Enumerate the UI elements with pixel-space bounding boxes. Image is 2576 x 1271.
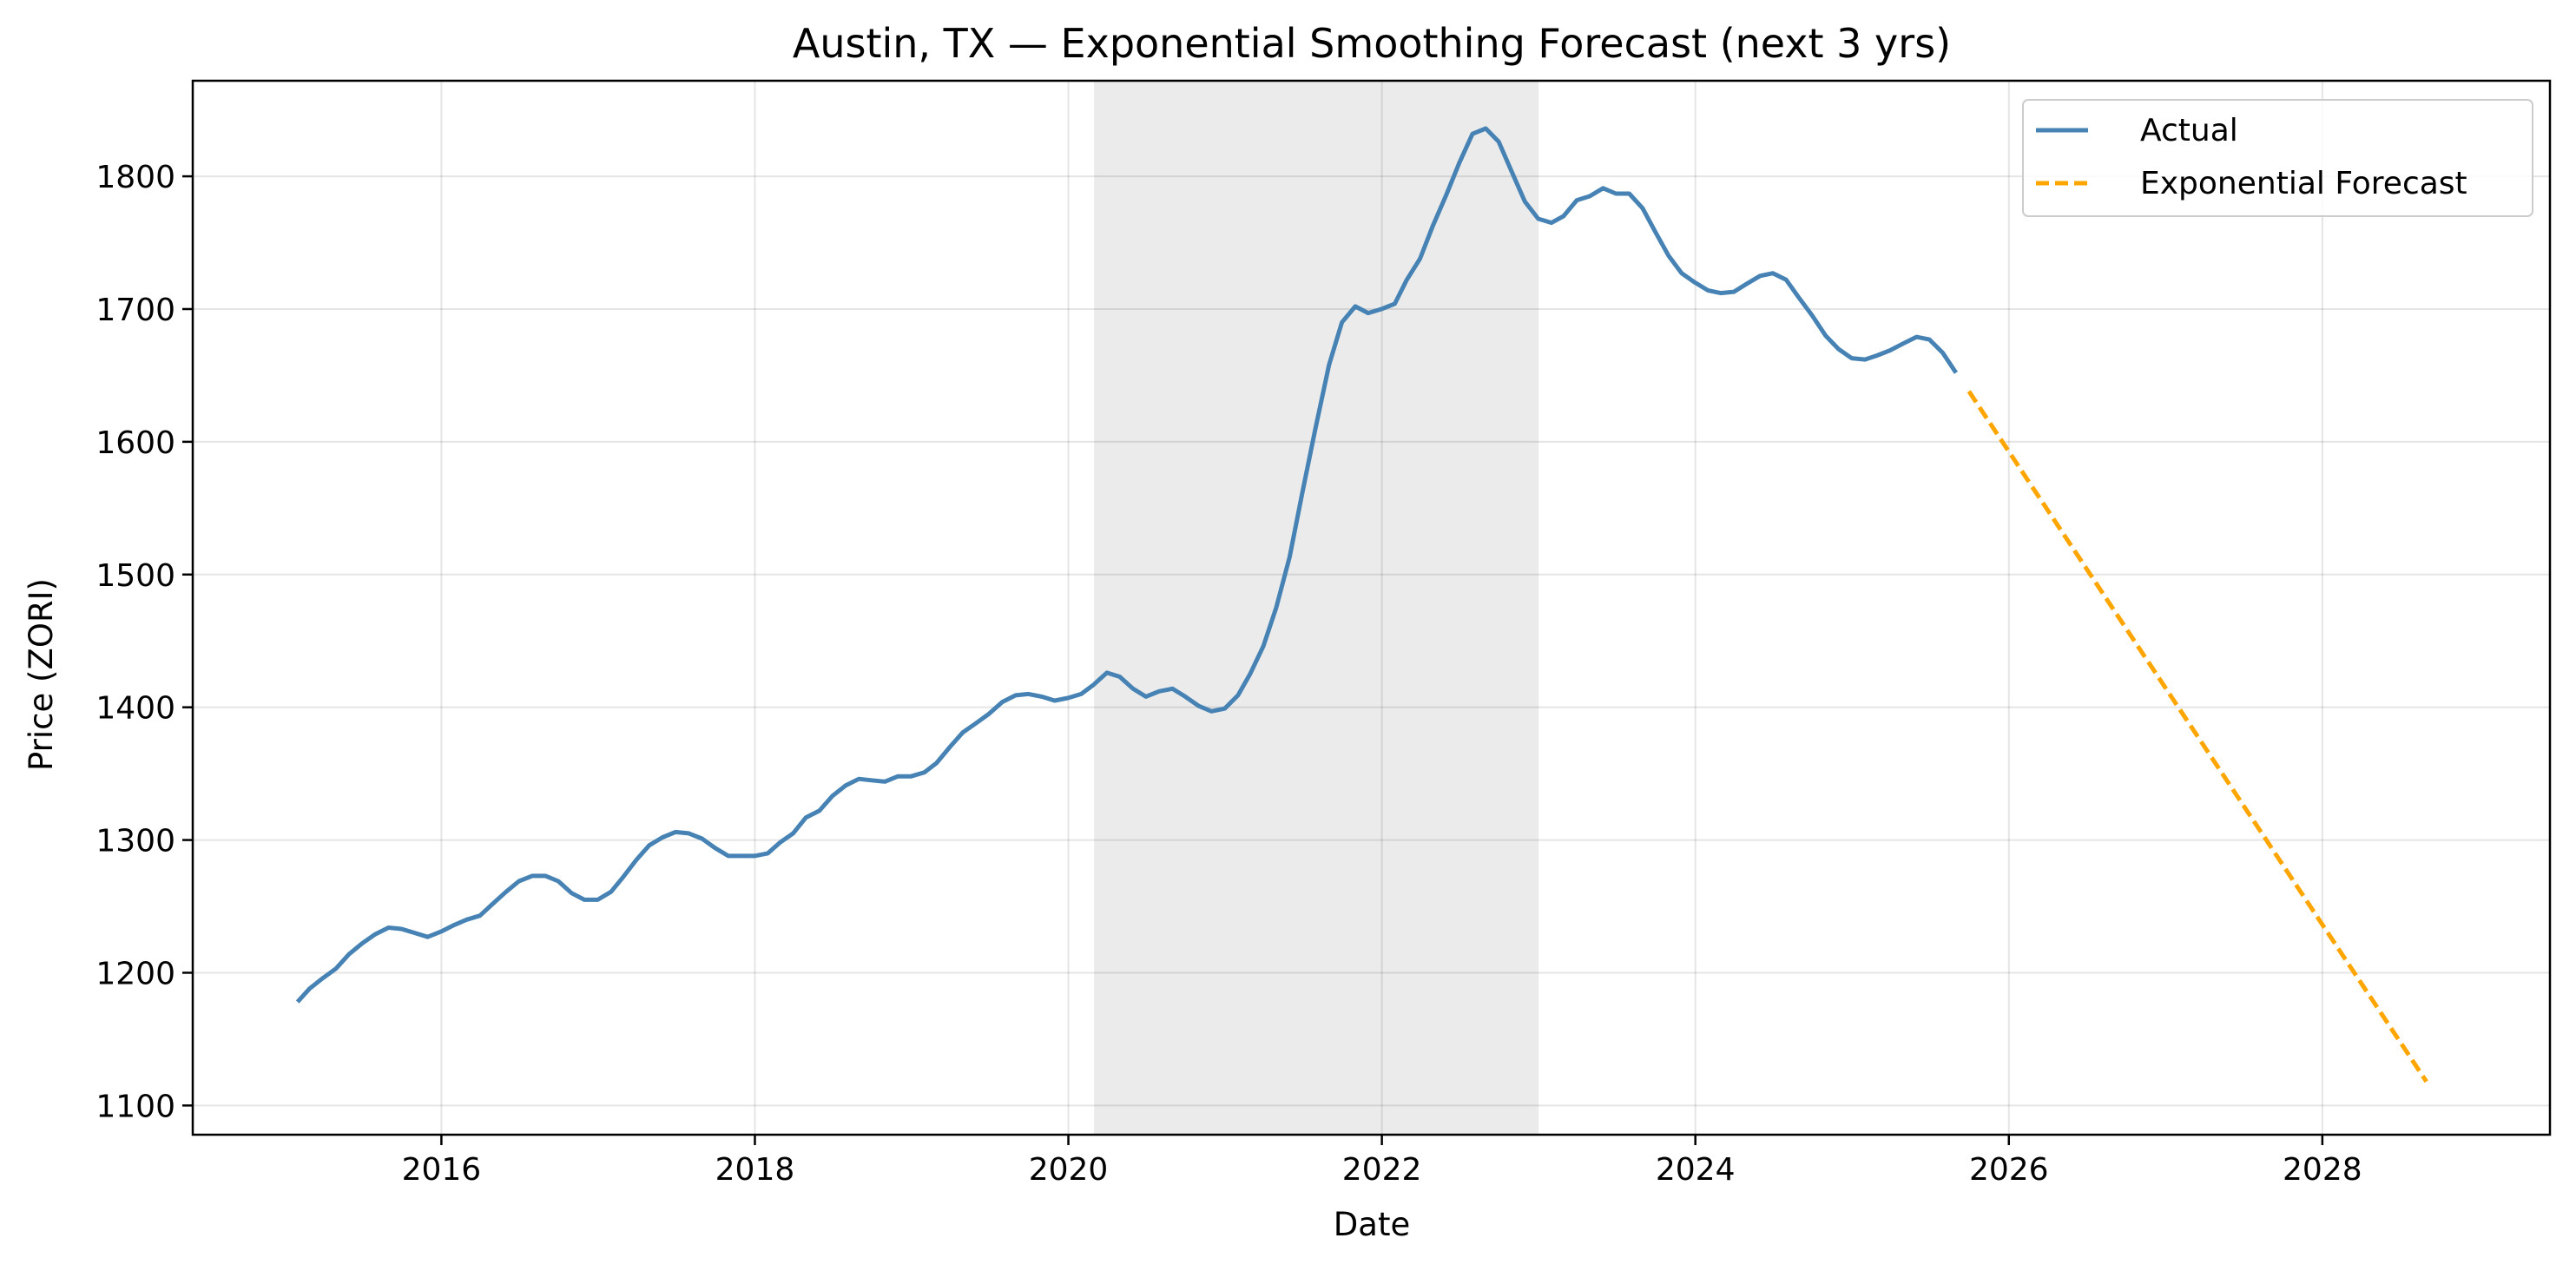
actual-series-line [295,126,1958,1004]
y-tick-label: 1800 [96,160,175,195]
y-tick-label: 1300 [96,824,175,859]
forecast-series-line [1967,390,2428,1083]
plot-frame [191,79,2552,1136]
x-tick-label: 2024 [1656,1152,1736,1188]
shaded-region [1094,81,1539,1135]
legend: Actual Exponential Forecast [2022,99,2533,217]
y-tick-label: 1200 [96,956,175,991]
x-tick-label: 2016 [402,1152,482,1188]
chart-title: Austin, TX — Exponential Smoothing Forec… [793,20,1951,67]
y-axis-label: Price (ZORI) [23,578,60,771]
x-tick-label: 2028 [2283,1152,2362,1188]
x-tick-label: 2018 [715,1152,795,1188]
y-tick-label: 1700 [96,293,175,328]
x-tick-label: 2026 [1969,1152,2049,1188]
y-tick-label: 1100 [96,1089,175,1124]
plot-area: 2016 2018 2020 2022 2024 2026 2028 1100 1200 1300… [96,79,2552,1188]
x-tick-label: 2020 [1029,1152,1109,1188]
legend-actual-label: Actual [2140,113,2238,148]
legend-box [2022,99,2533,217]
x-axis-label: Date [1334,1206,1410,1243]
y-tick-label: 1600 [96,425,175,461]
y-tick-label: 1400 [96,691,175,727]
x-tick-label: 2022 [1342,1152,1422,1188]
y-tick-label: 1500 [96,558,175,594]
legend-forecast-label: Exponential Forecast [2140,166,2467,201]
